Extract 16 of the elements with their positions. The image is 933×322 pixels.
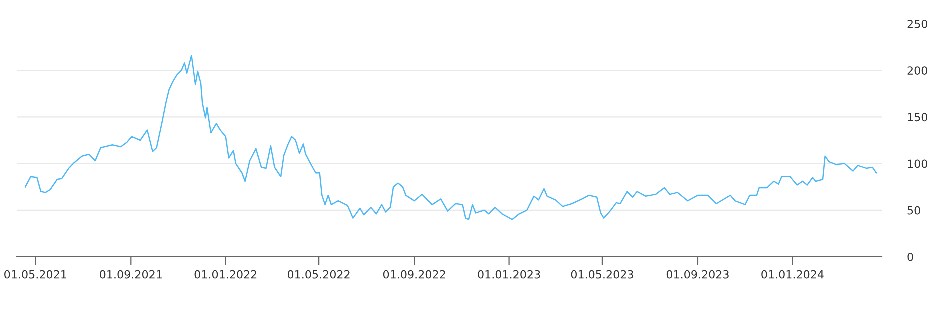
x-tick-label: 01.05.2023 bbox=[571, 270, 634, 279]
y-tick-label: 250 bbox=[908, 20, 928, 28]
x-tick-label: 01.05.2022 bbox=[288, 270, 350, 279]
line-series bbox=[24, 55, 878, 220]
y-tick-label: 0 bbox=[908, 252, 914, 262]
x-tick-label: 01.01.2023 bbox=[478, 270, 540, 279]
x-tick-label: 01.01.2024 bbox=[762, 270, 824, 279]
y-tick-label: 50 bbox=[908, 206, 920, 215]
x-tick-label: 01.09.2022 bbox=[383, 270, 446, 279]
y-tick-label: 100 bbox=[908, 160, 928, 168]
y-tick-label: 200 bbox=[908, 66, 928, 75]
x-tick-label: 01.09.2021 bbox=[100, 270, 162, 279]
x-tick-label: 01.09.2023 bbox=[666, 270, 729, 279]
x-tick-label: 01.05.2021 bbox=[4, 270, 66, 279]
y-tick-label: 150 bbox=[908, 113, 928, 122]
x-tick-label: 01.01.2022 bbox=[194, 270, 257, 279]
